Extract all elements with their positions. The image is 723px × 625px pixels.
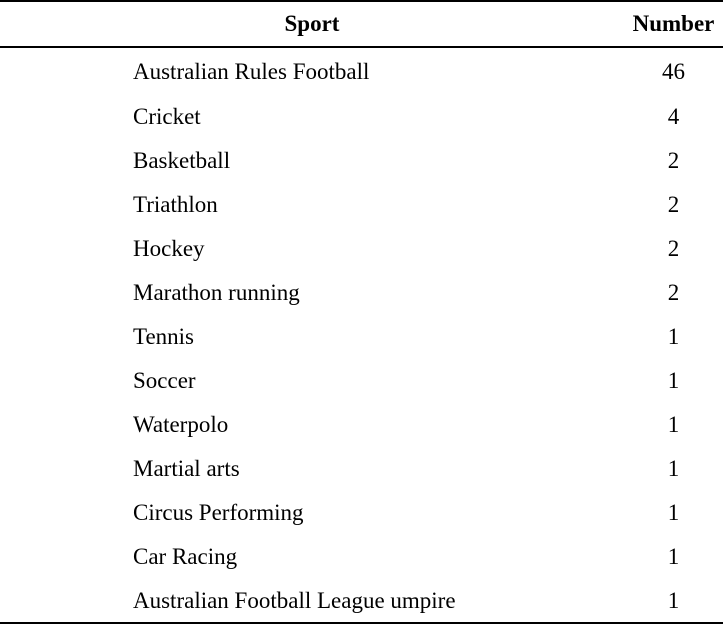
header-row: Sport Number bbox=[0, 0, 723, 48]
sport-cell: Martial arts bbox=[133, 456, 240, 481]
table-row: Martial arts 1 bbox=[0, 447, 723, 491]
table-row: Australian Rules Football 46 bbox=[0, 47, 723, 95]
sport-cell: Cricket bbox=[133, 104, 201, 129]
number-cell: 4 bbox=[667, 104, 680, 129]
sport-cell: Triathlon bbox=[133, 192, 218, 217]
table-row: Circus Performing 1 bbox=[0, 491, 723, 535]
table-row: Car Racing 1 bbox=[0, 535, 723, 579]
table-row: Tennis 1 bbox=[0, 315, 723, 359]
number-cell: 1 bbox=[624, 579, 723, 624]
sport-cell: Australian Football League umpire bbox=[0, 579, 624, 624]
sport-cell: Tennis bbox=[133, 324, 194, 349]
sport-cell: Marathon running bbox=[133, 280, 300, 305]
table-row: Cricket 4 bbox=[0, 95, 723, 139]
sport-cell: Australian Rules Football bbox=[133, 58, 370, 84]
number-cell: 1 bbox=[667, 324, 680, 349]
table-row: Australian Football League umpire 1 bbox=[0, 579, 723, 624]
number-cell: 46 bbox=[662, 58, 685, 84]
table-header: Sport Number bbox=[0, 0, 723, 48]
table-row: Marathon running 2 bbox=[0, 271, 723, 315]
header-sport: Sport bbox=[0, 0, 624, 48]
table-row: Triathlon 2 bbox=[0, 183, 723, 227]
number-cell: 1 bbox=[667, 544, 680, 569]
table-row: Basketball 2 bbox=[0, 139, 723, 183]
number-cell: 1 bbox=[667, 368, 680, 393]
number-cell: 1 bbox=[667, 412, 680, 437]
table-body: Australian Rules Football 46 Cricket 4 B… bbox=[0, 47, 723, 624]
header-number: Number bbox=[624, 0, 723, 48]
number-cell: 2 bbox=[667, 192, 680, 217]
sport-cell: Soccer bbox=[133, 368, 196, 393]
table-row: Soccer 1 bbox=[0, 359, 723, 403]
sport-cell: Hockey bbox=[133, 236, 205, 261]
number-cell: 1 bbox=[667, 500, 680, 525]
number-cell: 2 bbox=[667, 148, 680, 173]
table-row: Waterpolo 1 bbox=[0, 403, 723, 447]
sport-cell: Car Racing bbox=[133, 544, 238, 569]
number-cell: 2 bbox=[667, 280, 680, 305]
number-cell: 1 bbox=[667, 456, 680, 481]
sport-cell: Waterpolo bbox=[133, 412, 229, 437]
number-cell: 2 bbox=[667, 236, 680, 261]
table-row: Hockey 2 bbox=[0, 227, 723, 271]
sport-cell: Basketball bbox=[133, 148, 231, 173]
sport-cell: Circus Performing bbox=[133, 500, 304, 525]
